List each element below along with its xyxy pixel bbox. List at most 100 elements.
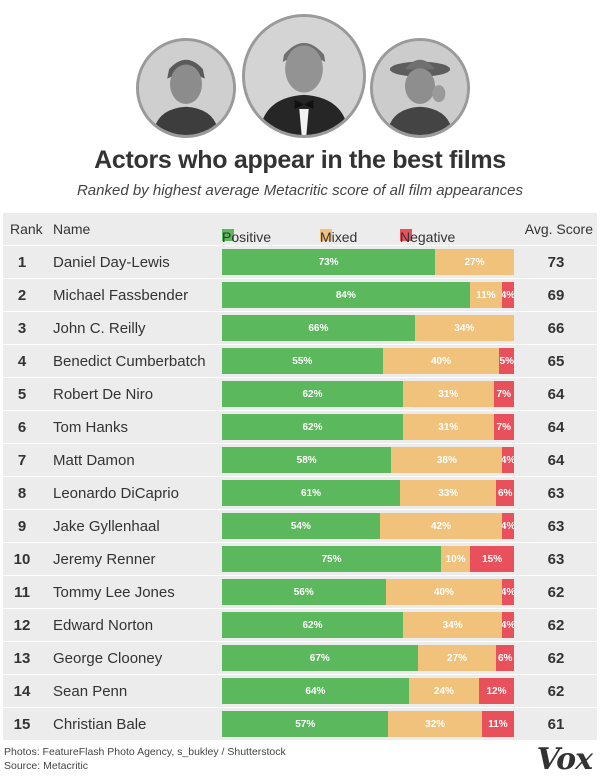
bar-mixed: 27% [435,249,514,275]
table-row: 4 Benedict Cumberbatch 55% 40% 5% 65 [3,344,597,377]
bar-mixed: 34% [414,315,514,341]
avg-score: 63 [547,551,565,568]
vox-logo: Vox [536,742,593,777]
chart-rows: 1 Daniel Day-Lewis 73% 27% 73 2 Michael Fassbe… [3,245,597,740]
bar-mixed: 38% [391,447,503,473]
bar-positive: 62% [222,612,404,638]
avg-score: 64 [547,386,565,403]
bar-value-label: 31% [438,421,459,433]
table-row: 7 Matt Damon 58% 38% 4% 64 [3,443,597,476]
bar-positive: 56% [222,579,386,605]
actor-name: Robert De Niro [53,386,154,403]
actor-name: Tommy Lee Jones [53,584,175,601]
bar-value-label: 6% [498,487,513,499]
actor-name: Michael Fassbender [53,287,189,304]
rank-label: 1 [17,254,27,271]
bar-value-label: 61% [301,487,322,499]
bar-positive: 66% [222,315,415,341]
person-silhouette-icon [139,41,233,135]
avg-score: 62 [547,617,565,634]
stacked-bar: 64% 24% 12% [222,678,514,704]
bar-mixed: 11% [469,282,503,308]
bar-value-label: 75% [321,553,342,565]
bar-value-label: 24% [433,685,454,697]
bar-positive: 61% [222,480,401,506]
bar-mixed: 34% [403,612,503,638]
actor-name: Benedict Cumberbatch [53,353,206,370]
bar-mixed: 40% [382,348,500,374]
avg-score: 63 [547,518,565,535]
bar-value-label: 40% [430,355,451,367]
bar-value-label: 58% [296,454,317,466]
avg-score: 65 [547,353,565,370]
stacked-bar: 62% 34% 4% [222,612,514,638]
bar-negative: 4% [502,513,514,539]
bar-value-label: 7% [496,421,511,433]
actor-name: Jake Gyllenhaal [53,518,160,535]
table-row: 13 George Clooney 67% 27% 6% 62 [3,641,597,674]
bar-value-label: 33% [438,487,459,499]
bar-value-label: 42% [430,520,451,532]
bar-value-label: 11% [488,718,508,730]
avg-score: 64 [547,452,565,469]
bar-positive: 84% [222,282,470,308]
bar-negative: 11% [481,711,514,737]
bar-value-label: 62% [302,388,323,400]
bar-value-label: 4% [502,619,514,631]
bar-positive: 62% [222,414,404,440]
stacked-bar: 57% 32% 11% [222,711,514,737]
stacked-bar: 62% 31% 7% [222,381,514,407]
stacked-bar: 84% 11% 4% [222,282,514,308]
rank-label: 2 [17,287,27,304]
bar-value-label: 4% [502,289,514,301]
stacked-bar: 66% 34% [222,315,514,341]
portraits [0,0,600,140]
rank-label: 8 [17,485,27,502]
avg-score: 63 [547,485,565,502]
bar-positive: 57% [222,711,389,737]
bar-value-label: 73% [318,256,339,268]
bar-negative: 12% [478,678,514,704]
source-credit: Source: Metacritic [4,760,89,772]
bar-value-label: 57% [295,718,316,730]
stacked-bar: 58% 38% 4% [222,447,514,473]
legend-mixed-swatch [320,229,332,241]
bar-value-label: 38% [436,454,457,466]
bar-positive: 55% [222,348,383,374]
table-row: 6 Tom Hanks 62% 31% 7% 64 [3,410,597,443]
bar-value-label: 4% [502,454,514,466]
stacked-bar: 62% 31% 7% [222,414,514,440]
stacked-bar: 75% 10% 15% [222,546,514,572]
bar-negative: 7% [493,381,514,407]
bar-value-label: 27% [447,652,468,664]
bar-mixed: 27% [417,645,497,671]
bar-negative: 4% [502,612,514,638]
person-silhouette-icon [245,17,363,135]
bar-positive: 62% [222,381,404,407]
bar-value-label: 4% [502,520,514,532]
bar-value-label: 6% [497,652,513,664]
rank-label: 14 [13,683,31,700]
avg-score: 64 [547,419,565,436]
actor-portrait-right [370,38,470,138]
actor-name: Tom Hanks [53,419,129,436]
bar-mixed: 24% [408,678,479,704]
bar-value-label: 10% [445,553,466,565]
legend-positive-swatch [222,229,234,241]
stacked-bar: 67% 27% 6% [222,645,514,671]
name-column-header: Name [53,221,91,237]
bar-value-label: 54% [290,520,311,532]
bar-positive: 73% [222,249,436,275]
legend-positive-label: Positive [222,229,272,245]
actor-name: George Clooney [53,650,163,667]
actor-name: Sean Penn [53,683,128,700]
avg-score: 66 [547,320,565,337]
stacked-bar: 55% 40% 5% [222,348,514,374]
avg-score: 61 [547,716,565,733]
avg-score: 73 [547,254,565,271]
bar-value-label: 55% [292,355,313,367]
legend-negative-swatch [400,229,412,241]
rank-label: 13 [13,650,31,667]
table-row: 10 Jeremy Renner 75% 10% 15% 63 [3,542,597,575]
bar-value-label: 4% [502,586,514,598]
